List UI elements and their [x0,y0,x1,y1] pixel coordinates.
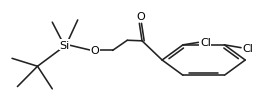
Text: Cl: Cl [200,38,211,47]
Text: O: O [136,12,145,22]
Text: Si: Si [59,40,69,50]
Text: O: O [91,46,99,56]
Text: Cl: Cl [243,44,254,54]
